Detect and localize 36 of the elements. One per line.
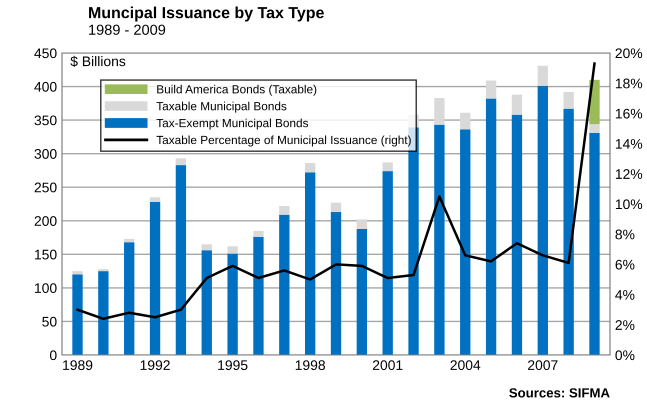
y-tick-label: 300 xyxy=(34,149,57,159)
x-tick-label: 2001 xyxy=(372,360,402,370)
y-tick-label: 100 xyxy=(35,283,57,294)
legend-label: Taxable Municipal Bonds xyxy=(156,102,286,113)
x-tick-label: 1992 xyxy=(140,360,170,370)
y-tick-label: 0 xyxy=(50,350,57,360)
y-tick-label: 350 xyxy=(34,115,57,126)
source-note: Sources: SIFMA xyxy=(509,388,610,398)
y-tick-label: 50 xyxy=(42,316,57,327)
y-axis-title: $ Billions xyxy=(70,56,126,68)
y2-tick-label: 6% xyxy=(616,260,634,270)
y2-tick-label: 12% xyxy=(616,169,642,179)
y-tick-label: 150 xyxy=(35,250,57,260)
y2-tick-label: 18% xyxy=(616,78,642,88)
x-tick-label: 1998 xyxy=(296,360,325,370)
y2-tick-label: 14% xyxy=(616,138,642,149)
y2-tick-label: 4% xyxy=(615,290,634,300)
y-tick-label: 200 xyxy=(34,216,57,226)
y2-tick-label: 20% xyxy=(616,48,642,58)
x-tick-label: 2007 xyxy=(528,360,558,370)
chart-subtitle: 1989 - 2009 xyxy=(89,24,166,35)
legend-label: Build America Bonds (Taxable) xyxy=(157,84,316,96)
y2-tick-label: 0% xyxy=(615,350,634,360)
x-tick-label: 2004 xyxy=(450,360,480,370)
y-tick-label: 400 xyxy=(34,82,57,92)
legend-label: Taxable Percentage of Municipal Issuance (right) xyxy=(156,135,411,146)
y2-tick-label: 2% xyxy=(616,320,634,330)
x-tick-label: 1989 xyxy=(63,360,92,370)
chart-title: Muncipal Issuance by Tax Type xyxy=(89,6,324,22)
y2-tick-label: 10% xyxy=(616,199,642,210)
y-tick-label: 250 xyxy=(34,182,57,192)
y2-tick-label: 16% xyxy=(616,108,642,119)
legend-label: Tax-Exempt Municipal Bonds xyxy=(156,118,308,130)
x-tick-label: 1995 xyxy=(218,360,248,370)
y2-tick-label: 8% xyxy=(615,230,634,240)
y-tick-label: 450 xyxy=(34,48,57,58)
